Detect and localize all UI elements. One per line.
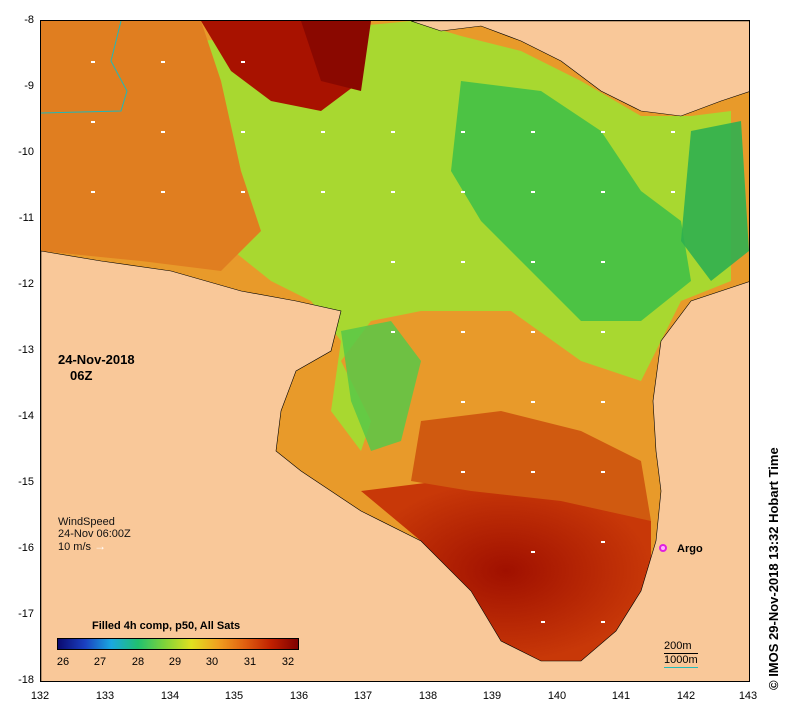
- colorbar-tick: 29: [168, 656, 182, 668]
- wind-time: 24-Nov 06:00Z: [58, 528, 131, 540]
- new-guinea-land: [410, 21, 749, 117]
- sea-surface-temperature-field: [41, 21, 749, 681]
- copyright-label: © IMOS 29-Nov-2018 13:32 Hobart Time: [766, 447, 781, 690]
- time-label: 06Z: [70, 368, 93, 383]
- argo-label: Argo: [677, 543, 703, 555]
- isobath-1000m: 1000m: [664, 654, 698, 668]
- wind-title: WindSpeed: [58, 516, 115, 528]
- lon-tick: 141: [611, 690, 631, 702]
- lat-tick: -9: [24, 80, 34, 92]
- lon-tick: 134: [160, 690, 180, 702]
- warm-northwest: [41, 21, 261, 271]
- colorbar-tick: 31: [243, 656, 257, 668]
- lon-tick: 142: [676, 690, 696, 702]
- lon-tick: 143: [738, 690, 758, 702]
- lon-tick: 137: [353, 690, 373, 702]
- wind-vectors: [91, 61, 675, 623]
- lat-tick: -15: [18, 476, 34, 488]
- date-label: 24-Nov-2018: [58, 352, 135, 367]
- lat-tick: -8: [24, 14, 34, 26]
- lat-tick: -17: [18, 608, 34, 620]
- lon-tick: 138: [418, 690, 438, 702]
- colorbar-tick: 26: [56, 656, 70, 668]
- cape-york-land: [41, 250, 749, 681]
- colorbar-title: Filled 4h comp, p50, All Sats: [92, 620, 241, 632]
- lon-tick: 136: [289, 690, 309, 702]
- green-patch: [451, 81, 691, 321]
- temperature-colorbar: [57, 638, 299, 650]
- lat-tick: -11: [18, 212, 34, 224]
- warm-gulf-mid: [411, 411, 651, 521]
- lat-tick: -12: [18, 278, 34, 290]
- lon-tick: 133: [95, 690, 115, 702]
- isobath-legend: 200m 1000m: [664, 640, 698, 668]
- wind-scale: 10 m/s →: [58, 540, 131, 553]
- isobath-200m: 200m: [664, 640, 698, 654]
- wind-scale-value: 10 m/s: [58, 541, 92, 553]
- lat-tick: -13: [18, 344, 34, 356]
- lat-tick: -10: [18, 146, 34, 158]
- colorbar-tick: 30: [205, 656, 219, 668]
- colorbar-tick: 32: [281, 656, 295, 668]
- colorbar-tick: 27: [93, 656, 107, 668]
- colorbar-tick: 28: [131, 656, 145, 668]
- coast-trace: [41, 21, 128, 114]
- lat-tick: -16: [18, 542, 34, 554]
- hot-gulf-south: [361, 481, 651, 661]
- lat-tick: -18: [18, 674, 34, 686]
- right-arrow-icon: →: [94, 539, 107, 553]
- green-patch-east: [681, 121, 749, 281]
- green-patch-west: [341, 321, 421, 451]
- lat-tick: -14: [18, 410, 34, 422]
- wind-legend: WindSpeed 24-Nov 06:00Z 10 m/s →: [58, 516, 131, 553]
- lon-tick: 132: [30, 690, 50, 702]
- argo-float-icon: [659, 544, 667, 552]
- lon-tick: 140: [547, 690, 567, 702]
- lon-tick: 135: [224, 690, 244, 702]
- sst-map: [40, 20, 750, 682]
- hot-patch-north2: [301, 21, 371, 91]
- lon-tick: 139: [482, 690, 502, 702]
